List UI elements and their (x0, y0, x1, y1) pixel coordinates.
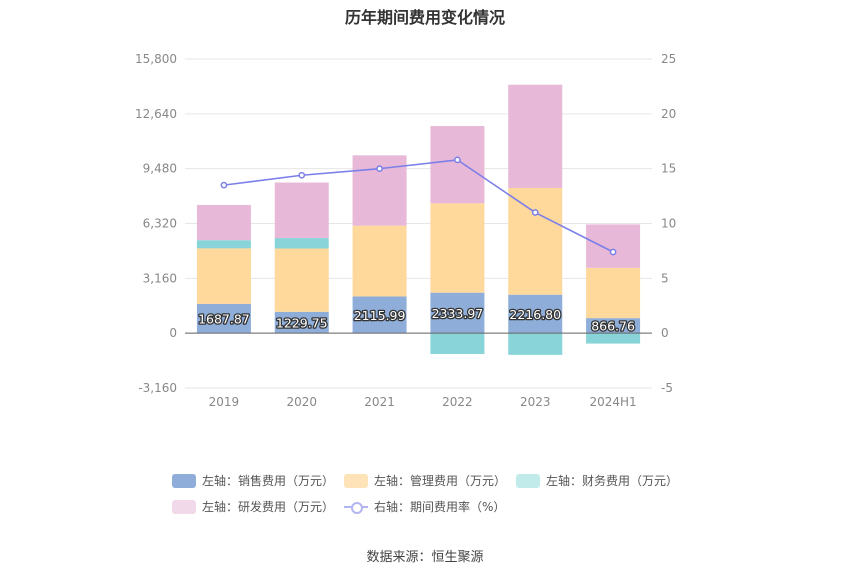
legend-swatch-admin (344, 473, 368, 488)
legend-item-admin[interactable]: 左轴：管理费用（万元） (344, 472, 506, 489)
bar-rd (196, 204, 251, 241)
bar-rd (508, 84, 563, 188)
bar-sales (430, 292, 485, 334)
legend-item-sales[interactable]: 左轴：销售费用（万元） (172, 472, 334, 489)
left-tick-label: 9,480 (143, 162, 177, 176)
data-label-sales: 1229.75 (276, 315, 328, 330)
left-axis-ticks: -3,160 0 3,160 6,320 9,480 12,640 15,800 (135, 52, 177, 395)
bar-sales (586, 318, 641, 334)
legend-label-admin: 左轴：管理费用（万元） (374, 474, 507, 488)
grid-layer (185, 58, 652, 389)
bar-admin (586, 267, 641, 319)
bar-finance (430, 333, 485, 354)
right-tick-label: -5 (661, 381, 673, 395)
bar-sales (196, 303, 251, 334)
legend-swatch-rate (344, 500, 368, 514)
bar-finance (196, 240, 251, 249)
category-label: 2024H1 (589, 395, 636, 409)
rate-point (609, 248, 617, 256)
data-label-sales: 866.76 (591, 319, 635, 334)
right-tick-label: 5 (661, 271, 669, 285)
left-tick-label: 0 (169, 326, 177, 340)
right-tick-label: 0 (661, 326, 669, 340)
rate-point (298, 171, 306, 179)
bar-admin (196, 248, 251, 304)
rate-point (220, 181, 228, 189)
legend-item-finance[interactable]: 左轴：财务费用（万元） (516, 472, 678, 489)
left-tick-label: 3,160 (143, 271, 177, 285)
bar-finance (274, 238, 329, 249)
right-tick-label: 20 (661, 107, 676, 121)
bars-layer (196, 84, 641, 355)
legend-label-rd: 左轴：研发费用（万元） (202, 500, 335, 514)
bar-rd (274, 182, 329, 239)
legend-label-sales: 左轴：销售费用（万元） (202, 474, 335, 488)
left-tick-label: 15,800 (135, 52, 177, 66)
bar-admin (430, 203, 485, 293)
bar-finance (508, 333, 563, 355)
data-label-sales: 2115.99 (354, 308, 406, 323)
legend-label-rate: 右轴：期间费用率（%） (374, 500, 506, 514)
rate-point (454, 156, 461, 164)
category-label: 2022 (442, 395, 473, 409)
legend-swatch-sales (172, 473, 196, 488)
bar-rd (586, 224, 641, 268)
data-labels-layer: 1687.87 1229.75 2115.99 2333.97 2216.80 866.7… (197, 305, 637, 335)
category-label: 2019 (209, 395, 240, 409)
bar-sales (508, 294, 563, 334)
category-labels-layer: 2019 2020 2021 2022 2023 2024H1 (209, 395, 637, 409)
bar-sales (352, 296, 407, 334)
category-label: 2023 (520, 395, 551, 409)
legend-item-rd[interactable]: 左轴：研发费用（万元） (172, 498, 334, 515)
bar-admin (352, 225, 407, 297)
right-axis-ticks: -5 0 5 10 15 20 25 (661, 52, 676, 395)
rate-line (223, 159, 614, 253)
bar-sales (274, 311, 329, 334)
chart-title: 历年期间费用变化情况 (344, 8, 505, 27)
bar-admin (508, 187, 563, 295)
rate-point (376, 165, 383, 173)
data-label-sales: 1687.87 (198, 312, 250, 327)
right-tick-label: 10 (661, 217, 676, 231)
legend-swatch-finance (516, 473, 540, 488)
bar-admin (274, 248, 329, 312)
category-label: 2020 (286, 395, 317, 409)
data-label-sales: 2216.80 (509, 307, 561, 322)
bar-rd (430, 126, 485, 204)
data-label-sales: 2333.97 (432, 306, 484, 321)
right-tick-label: 15 (661, 162, 676, 176)
rate-point (531, 209, 539, 216)
bar-finance (586, 333, 641, 344)
chart-area: -3,160 0 3,160 6,320 9,480 12,640 15,800 -5 0 5 1… (135, 52, 676, 409)
right-tick-label: 25 (661, 52, 676, 66)
legend-swatch-rd (172, 499, 196, 514)
category-label: 2021 (364, 395, 395, 409)
left-tick-label: 12,640 (135, 107, 177, 121)
left-tick-label: 6,320 (143, 217, 177, 231)
data-source: 数据来源：恒生聚源 (366, 550, 484, 565)
rate-line-layer (220, 156, 617, 256)
left-tick-label: -3,160 (138, 381, 177, 395)
legend-label-finance: 左轴：财务费用（万元） (546, 474, 679, 488)
legend-item-rate[interactable]: 右轴：期间费用率（%） (344, 498, 505, 515)
